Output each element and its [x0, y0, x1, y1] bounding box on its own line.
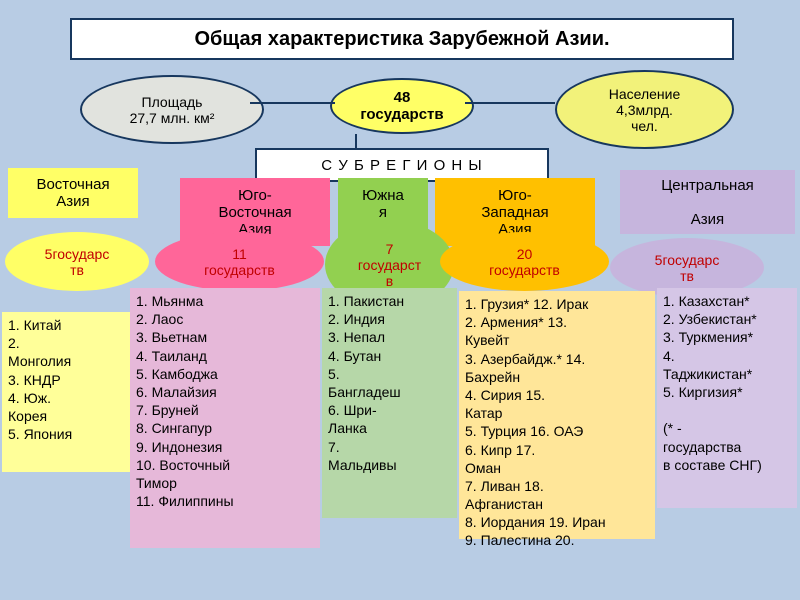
- connector-2: [355, 134, 357, 150]
- stat-ellipse-2: Население4,3млрд.чел.: [555, 70, 734, 149]
- country-list-2: 1. Пакистан2. Индия3. Непал4. Бутан5.Бан…: [322, 288, 457, 518]
- country-list-4: 1. Казахстан*2. Узбекистан*3. Туркмения*…: [657, 288, 797, 508]
- country-list-1: 1. Мьянма2. Лаос3. Вьетнам4. Таиланд5. К…: [130, 288, 320, 548]
- country-list-3: 1. Грузия* 12. Ирак2. Армения* 13.Кувейт…: [459, 291, 655, 539]
- main-title: Общая характеристика Зарубежной Азии.: [70, 18, 734, 60]
- count-ellipse-3: 20государств: [440, 232, 609, 291]
- region-header-4: Центральная Азия: [620, 170, 795, 234]
- stat-ellipse-1: 48государств: [330, 78, 474, 134]
- count-ellipse-0: 5государств: [5, 232, 149, 291]
- count-ellipse-1: 11государств: [155, 232, 324, 291]
- connector-1: [465, 102, 555, 104]
- subregions-label: С У Б Р Е Г И О Н Ы: [255, 148, 549, 182]
- country-list-0: 1. Китай2.Монголия3. КНДР4. Юж.Корея5. Я…: [2, 312, 130, 472]
- region-header-0: ВосточнаяАзия: [8, 168, 138, 218]
- stat-ellipse-0: Площадь27,7 млн. км²: [80, 75, 264, 144]
- connector-0: [250, 102, 335, 104]
